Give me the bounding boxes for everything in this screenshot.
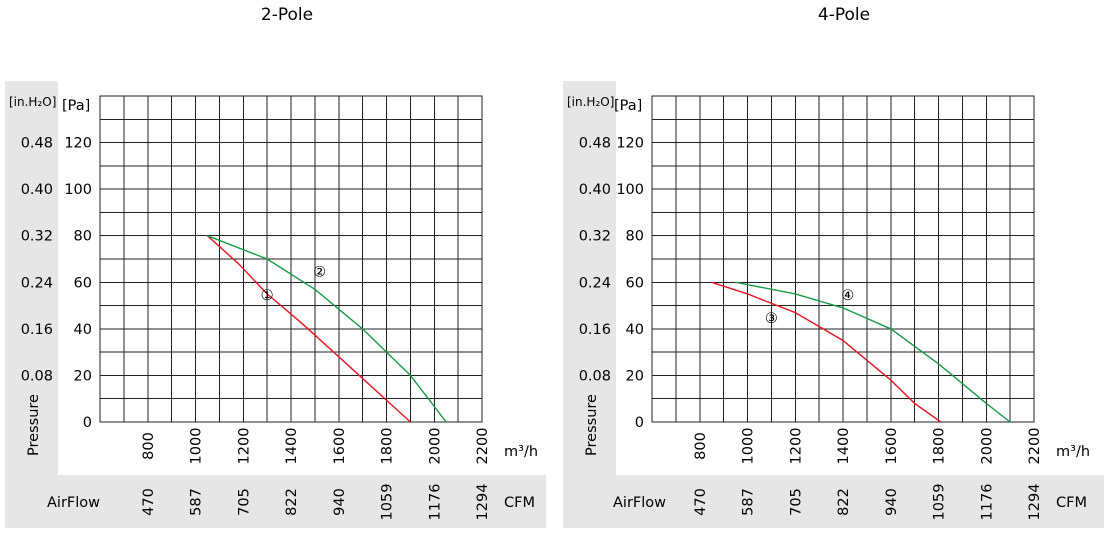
y-tick-inh2o: 0.24 [579,275,611,291]
airflow-unit: CFM [504,495,535,511]
x-tick: 2200 [475,428,491,465]
y-unit-inh2o: [in.H₂O] [9,95,56,109]
y-unit-inh2o: [in.H₂O] [567,95,614,109]
x-tick: 1200 [788,428,804,465]
y-tick-pa: 80 [74,229,92,245]
chart-panel-2: 4-Pole [in.H₂O] [Pa] 0 20 40 60 80 100 120 0.08 0.1… [563,5,1104,528]
y-tick-pa: 100 [616,182,644,198]
x-tick: 800 [693,432,709,460]
airflow-tick: 1294 [475,484,491,521]
airflow-tick: 587 [189,488,205,516]
y-tick-pa: 40 [74,322,92,338]
series-line-1 [206,235,411,423]
y-unit-pa: [Pa] [614,98,642,114]
series-label: ② [313,265,326,281]
series-label: ④ [841,288,854,304]
airflow-tick: 470 [693,488,709,516]
x-axis-unit: m³/h [1056,444,1090,460]
x-tick: 1800 [380,428,396,465]
airflow-label: AirFlow [47,495,100,511]
x-tick: 2000 [979,428,995,465]
airflow-tick: 822 [836,488,852,516]
airflow-label: AirFlow [613,495,666,511]
airflow-tick: 1059 [932,484,948,521]
y-tick-pa: 20 [626,368,644,384]
airflow-band [5,475,546,528]
chart-panel-1: 2-Pole [in.H₂O] [Pa] 0 20 40 60 80 100 120 0.08 0.1… [5,5,546,528]
airflow-tick: 940 [884,488,900,516]
y-axis-label: Pressure [584,394,600,456]
x-tick: 2000 [427,428,443,465]
airflow-tick: 587 [741,488,757,516]
y-tick-pa: 0 [83,415,92,431]
airflow-tick: 705 [236,488,252,516]
x-tick: 1400 [836,428,852,465]
y-tick-pa: 120 [64,136,92,152]
x-tick: 800 [141,432,157,460]
x-tick: 1200 [236,428,252,465]
x-tick: 2200 [1027,428,1043,465]
pressure-axis-band [5,81,58,475]
y-tick-pa: 0 [635,415,644,431]
y-tick-pa: 60 [74,275,92,291]
series-label: ③ [765,311,778,327]
y-tick-pa: 40 [626,322,644,338]
y-tick-inh2o: 0.40 [579,182,611,198]
airflow-tick: 1176 [427,484,443,521]
airflow-tick: 1059 [380,484,396,521]
pressure-axis-band [563,81,616,475]
x-tick: 1600 [332,428,348,465]
x-tick: 1000 [189,428,205,465]
y-tick-inh2o: 0.16 [21,322,53,338]
y-tick-pa: 20 [74,368,92,384]
y-tick-pa: 80 [626,229,644,245]
x-axis-unit: m³/h [504,444,538,460]
airflow-band [563,475,1104,528]
y-tick-pa: 60 [626,275,644,291]
y-tick-inh2o: 0.16 [579,322,611,338]
airflow-tick: 705 [788,488,804,516]
x-tick: 1000 [741,428,757,465]
airflow-tick: 822 [284,488,300,516]
chart-title: 4-Pole [818,5,870,25]
series-label: ① [261,288,274,304]
x-tick: 1600 [884,428,900,465]
y-tick-inh2o: 0.32 [579,229,611,245]
y-tick-inh2o: 0.08 [579,368,611,384]
y-axis-label: Pressure [26,394,42,456]
y-tick-inh2o: 0.48 [21,136,53,152]
chart-title: 2-Pole [261,5,313,25]
airflow-tick: 470 [141,488,157,516]
y-tick-inh2o: 0.08 [21,368,53,384]
y-tick-pa: 120 [616,136,644,152]
airflow-tick: 940 [332,488,348,516]
airflow-tick: 1176 [979,484,995,521]
airflow-tick: 1294 [1027,484,1043,521]
y-tick-pa: 100 [64,182,92,198]
y-unit-pa: [Pa] [62,98,90,114]
y-tick-inh2o: 0.48 [579,136,611,152]
y-tick-inh2o: 0.24 [21,275,53,291]
airflow-unit: CFM [1056,495,1087,511]
y-tick-inh2o: 0.40 [21,182,53,198]
x-tick: 1400 [284,428,300,465]
series-line-2 [207,235,447,423]
x-tick: 1800 [932,428,948,465]
y-tick-inh2o: 0.32 [21,229,53,245]
series-line-1 [711,281,942,423]
series-line-2 [735,281,1011,423]
